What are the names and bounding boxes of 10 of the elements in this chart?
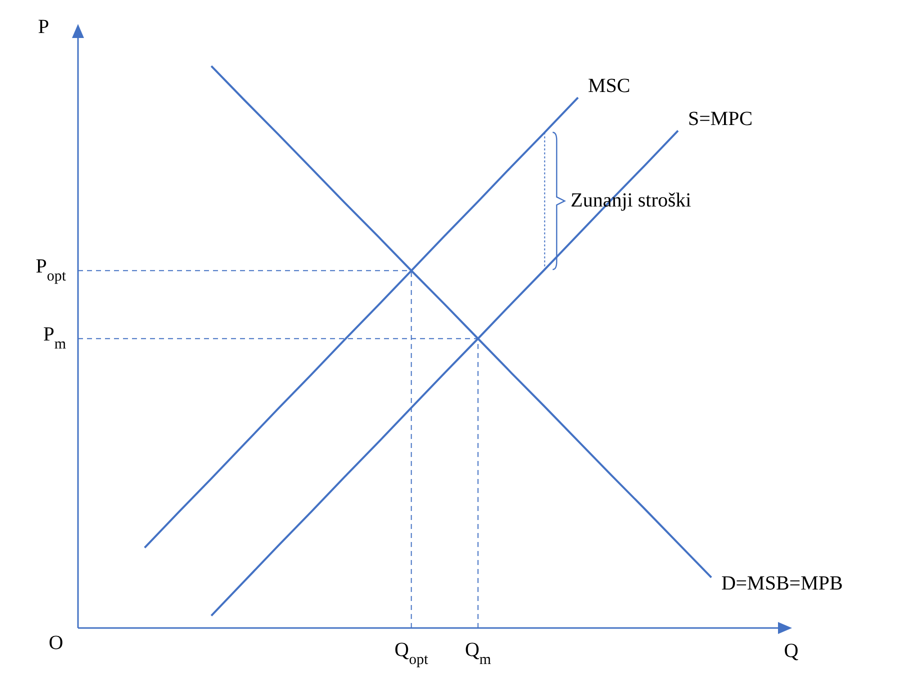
ref-line-label: P$_{m}$ [43, 324, 66, 353]
series-label: MSC [588, 74, 630, 98]
series-label: D=MSB=MPB [721, 572, 843, 596]
text: O [48, 632, 64, 655]
x-axis-title: Q [784, 640, 798, 663]
x-tick-label: Q$_{m}$ [464, 639, 492, 668]
x-tick-label: Q$_{opt}$ [394, 639, 429, 668]
series-label: S=MPC [688, 108, 753, 131]
y-axis-title: P [38, 16, 50, 39]
ref-line-label: P$_{opt}$ [36, 256, 67, 285]
